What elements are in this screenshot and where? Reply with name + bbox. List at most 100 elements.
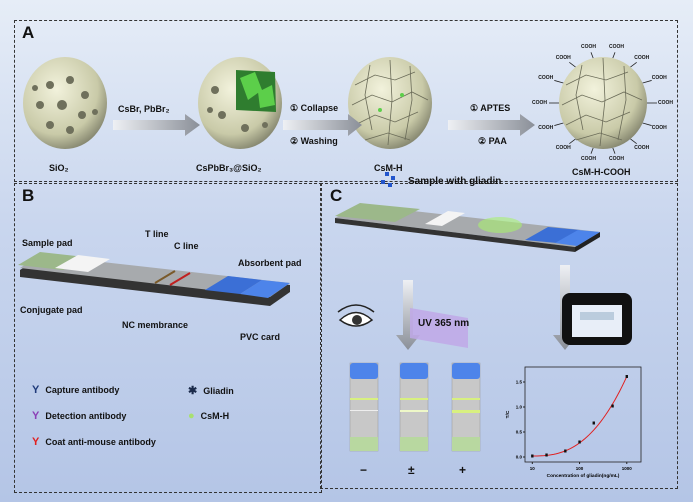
- cooh-label: COOH: [538, 75, 554, 82]
- step-label: CsM-H-COOH: [572, 167, 631, 177]
- y-tick-label: 0.0: [516, 455, 523, 460]
- control-line: [452, 398, 480, 400]
- eye-icon: [337, 304, 375, 327]
- legend-item: ✱ Gliadin: [188, 384, 234, 397]
- y-tick-label: 0.5: [516, 430, 523, 435]
- cooh-label: COOH: [555, 55, 571, 62]
- legend-item: Y Coat anti-mouse antibody: [32, 436, 156, 448]
- result-strip: [451, 362, 481, 452]
- asterisk-icon: ✱: [188, 385, 198, 397]
- label-pvc-card: PVC card: [240, 332, 281, 342]
- result-strip: [399, 362, 429, 452]
- y-antibody-icon: Y: [32, 410, 40, 422]
- x-axis-label: Concentration of gliadin(ng/mL): [547, 473, 620, 479]
- cooh-label: COOH: [580, 44, 596, 51]
- cooh-label: COOH: [634, 144, 650, 151]
- gliadin-sample-dots: [381, 172, 395, 187]
- data-point: [611, 404, 614, 408]
- panel-b-frame: [14, 183, 322, 493]
- label-nc-membrane: NC membrance: [122, 320, 189, 330]
- x-tick-label: 10: [530, 466, 536, 471]
- step-label: CsPbBr₃@SiO₂: [196, 163, 262, 173]
- arrow-label: ② Washing: [290, 136, 338, 146]
- conjugate-pad: [55, 255, 110, 272]
- control-line: [350, 398, 378, 400]
- result-weak: ±: [408, 463, 415, 477]
- cooh-label: COOH: [555, 144, 571, 151]
- cooh-label: COOH: [609, 155, 625, 162]
- fit-curve: [532, 376, 628, 457]
- data-point: [545, 453, 548, 457]
- cooh-label: COOH: [532, 100, 547, 106]
- legend-label: Coat anti-mouse antibody: [45, 437, 156, 447]
- test-line: [400, 410, 428, 412]
- label-sample-pad: Sample pad: [22, 238, 73, 248]
- data-point: [564, 449, 567, 453]
- uv-light-panel: [410, 308, 468, 348]
- absorbent-pad: [240, 280, 290, 298]
- data-point: [578, 440, 581, 444]
- plot-area: [524, 366, 642, 463]
- cooh-label: COOH: [651, 75, 667, 82]
- arrow-label: ② PAA: [478, 136, 507, 146]
- arrow-label: CsBr, PbBr₂: [118, 104, 170, 114]
- result-positive: +: [459, 463, 467, 477]
- y-tick-label: 1.0: [516, 405, 523, 410]
- csm-h-sphere: [348, 57, 432, 149]
- arrow-label: ① APTES: [470, 103, 511, 113]
- legend-label: CsM-H: [200, 411, 230, 421]
- label-conjugate-pad: Conjugate pad: [20, 305, 83, 315]
- cooh-label: COOH: [538, 124, 554, 131]
- calibration-chart: 10 100 1000 0.0 0.5 1.0 1.5 Concentration of gl…: [505, 366, 642, 479]
- arrow-label: ① Collapse: [290, 103, 339, 113]
- legend-item: ● CsM-H: [188, 410, 229, 422]
- label-sample: Sample with gliadin: [408, 176, 502, 187]
- arrow-right-icon: [283, 114, 362, 136]
- panel-a-frame: [14, 20, 678, 182]
- lateral-flow-strip: [18, 252, 290, 306]
- legend-label: Capture antibody: [45, 385, 120, 395]
- cooh-label: COOH: [658, 100, 673, 106]
- arrow-right-icon: [448, 114, 535, 136]
- y-tick-label: 1.5: [516, 380, 523, 385]
- legend-item: Y Detection antibody: [32, 410, 126, 422]
- control-line: [400, 398, 428, 400]
- panel-c-label: C: [330, 186, 343, 205]
- y-antibody-icon: Y: [32, 436, 40, 448]
- label-c-line: C line: [174, 241, 199, 251]
- step-label: SiO₂: [49, 163, 69, 173]
- panel-a-label: A: [22, 23, 35, 42]
- x-tick-label: 100: [576, 466, 584, 471]
- cooh-label: COOH: [580, 155, 596, 162]
- cspbbr3-sio2-sphere: [198, 57, 282, 149]
- legend-item: Y Capture antibody: [32, 384, 119, 396]
- cooh-label: COOH: [634, 55, 650, 62]
- legend-label: Detection antibody: [45, 411, 127, 421]
- arrow-right-icon: [113, 114, 200, 136]
- label-uv: UV 365 nm: [418, 318, 470, 329]
- y-axis-label: T/C: [505, 410, 511, 418]
- sio2-sphere: [23, 57, 107, 149]
- csm-h-cooh-sphere: [549, 52, 657, 154]
- legend-label: Gliadin: [203, 386, 234, 396]
- test-line: [452, 410, 480, 413]
- arrow-down-icon: [396, 280, 420, 350]
- step-label: CsM-H: [374, 163, 403, 173]
- cooh-label: COOH: [651, 124, 667, 131]
- data-point: [531, 454, 534, 458]
- panel-c-frame: [320, 183, 678, 489]
- label-t-line: T line: [145, 229, 169, 239]
- result-strip: [349, 362, 379, 452]
- cooh-label: COOH: [609, 44, 625, 51]
- result-negative: −: [360, 463, 368, 477]
- data-point: [592, 421, 595, 425]
- dot-icon: ●: [188, 410, 195, 422]
- panel-b-label: B: [22, 186, 35, 205]
- x-tick-label: 1000: [622, 466, 633, 471]
- label-absorbent-pad: Absorbent pad: [238, 258, 302, 268]
- data-point: [625, 375, 628, 378]
- test-strip-with-sample: [335, 203, 600, 252]
- phone-reader-icon: [562, 293, 632, 345]
